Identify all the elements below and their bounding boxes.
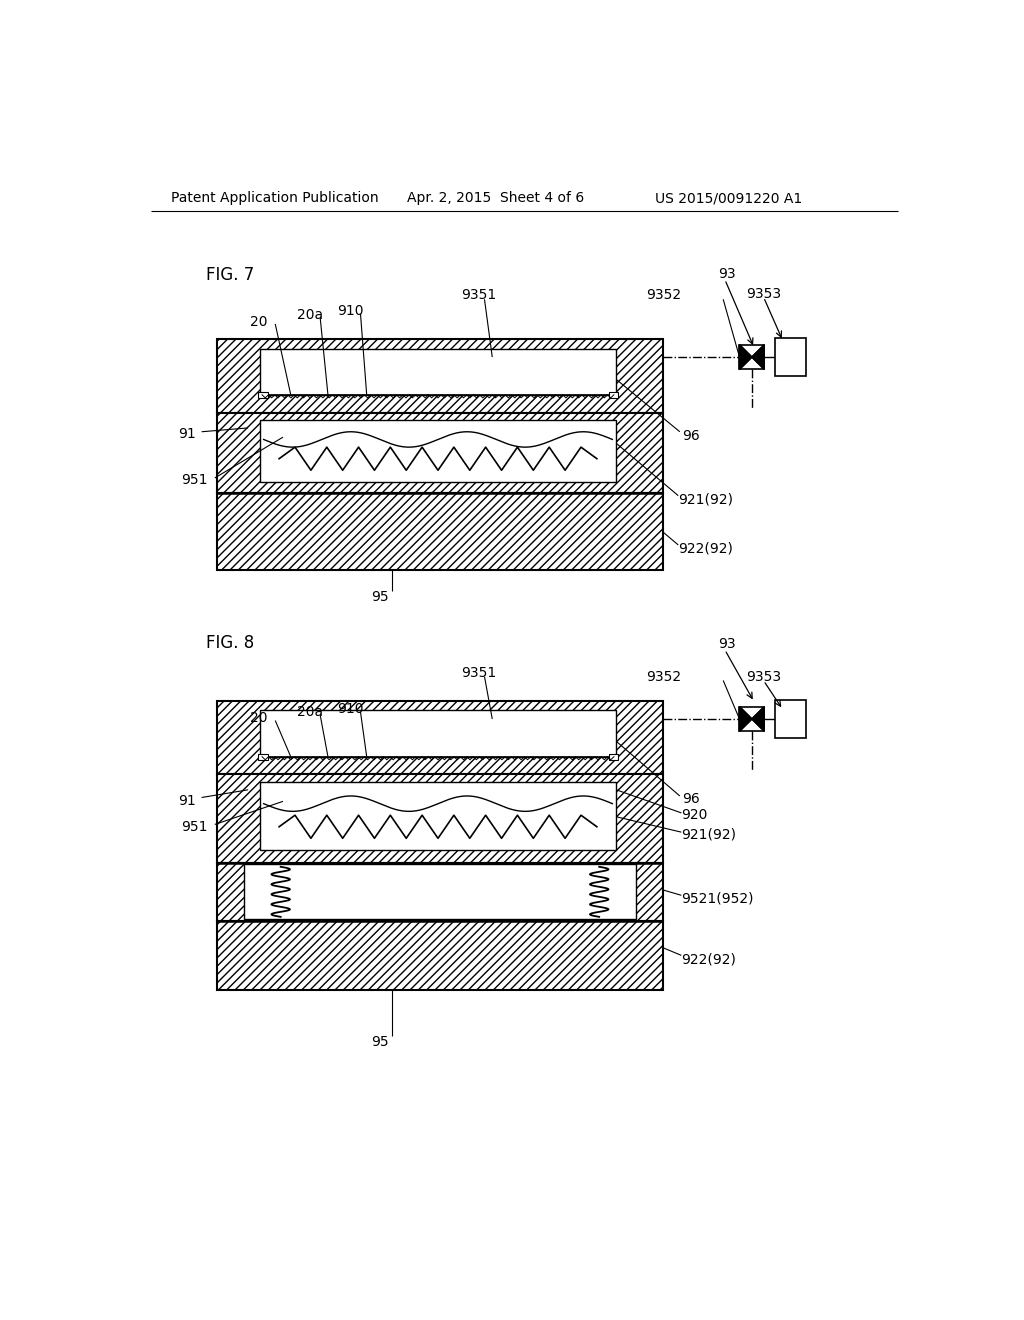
Text: 20: 20	[251, 314, 268, 329]
Text: 91: 91	[178, 793, 197, 808]
Bar	[258, 754, 267, 760]
Text: 20a: 20a	[297, 308, 324, 322]
Text: 951: 951	[180, 820, 207, 834]
Text: 9353: 9353	[746, 671, 781, 684]
Text: 920: 920	[681, 808, 708, 822]
Text: 93: 93	[719, 267, 736, 281]
Text: 93: 93	[719, 638, 736, 651]
Bar	[260, 710, 616, 756]
Bar	[217, 701, 663, 775]
Polygon shape	[752, 345, 764, 370]
Polygon shape	[752, 706, 764, 731]
Bar	[217, 921, 663, 990]
Text: 922(92): 922(92)	[678, 541, 733, 554]
Text: 9352: 9352	[646, 289, 681, 302]
Bar	[217, 412, 663, 494]
Text: 9521(952): 9521(952)	[681, 891, 754, 906]
Bar	[260, 781, 616, 850]
Text: 921(92): 921(92)	[678, 492, 733, 507]
Text: 95: 95	[371, 1035, 389, 1049]
Text: Apr. 2, 2015  Sheet 4 of 6: Apr. 2, 2015 Sheet 4 of 6	[407, 191, 585, 206]
Text: 922(92): 922(92)	[681, 952, 736, 966]
Bar	[258, 392, 267, 397]
Polygon shape	[739, 345, 752, 370]
Text: 9352: 9352	[646, 669, 681, 684]
Bar	[245, 865, 636, 919]
Bar	[739, 706, 764, 731]
Text: 9351: 9351	[461, 288, 497, 302]
Text: 921(92): 921(92)	[681, 828, 736, 841]
Text: FIG. 8: FIG. 8	[206, 635, 254, 652]
Text: US 2015/0091220 A1: US 2015/0091220 A1	[655, 191, 802, 206]
Bar	[775, 700, 806, 738]
Text: FIG. 7: FIG. 7	[206, 267, 254, 284]
Text: 910: 910	[337, 702, 364, 715]
Text: 91: 91	[178, 428, 197, 441]
Text: Patent Application Publication: Patent Application Publication	[171, 191, 378, 206]
Text: 95: 95	[371, 590, 389, 605]
Bar	[260, 348, 616, 395]
Bar	[217, 863, 663, 921]
Bar	[739, 345, 764, 370]
Text: 951: 951	[180, 474, 207, 487]
Text: 20a: 20a	[297, 705, 324, 719]
Text: 96: 96	[682, 429, 699, 442]
Bar	[775, 338, 806, 376]
Text: 910: 910	[337, 304, 364, 318]
Bar	[217, 339, 663, 413]
Text: 96: 96	[682, 792, 699, 807]
Polygon shape	[739, 706, 752, 731]
Bar	[608, 754, 617, 760]
Bar	[260, 420, 616, 482]
Text: 9353: 9353	[746, 286, 781, 301]
Bar	[217, 775, 663, 863]
Bar	[217, 494, 663, 570]
Bar	[608, 392, 617, 397]
Text: 9351: 9351	[461, 665, 497, 680]
Text: 20: 20	[251, 711, 268, 725]
